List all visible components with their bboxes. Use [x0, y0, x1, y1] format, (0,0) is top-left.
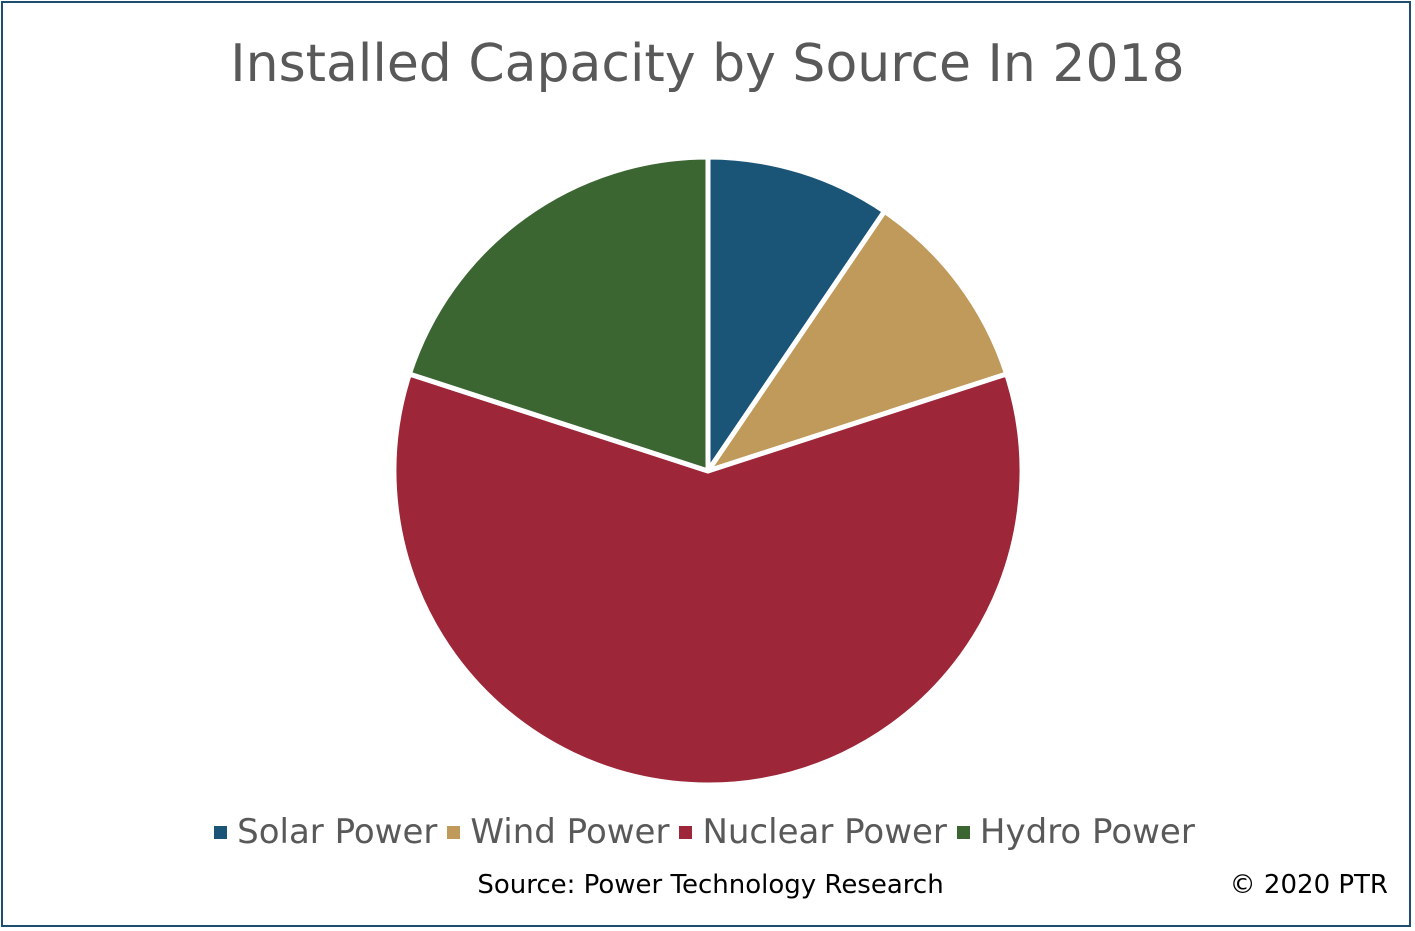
legend-item-wind-power: Wind Power	[445, 812, 669, 852]
legend-item-nuclear-power: Nuclear Power	[677, 812, 947, 852]
copyright-note: © 2020 PTR	[1229, 870, 1388, 900]
pie-slice-hydro-power	[406, 154, 711, 474]
legend-swatch-nuclear-power	[679, 825, 693, 839]
pie-slice-wind-power	[705, 208, 1010, 474]
legend-item-hydro-power: Hydro Power	[955, 812, 1195, 852]
legend-swatch-wind-power	[447, 825, 461, 839]
legend-item-solar-power: Solar Power	[212, 812, 437, 852]
legend-label-solar-power: Solar Power	[237, 812, 438, 852]
chart-legend: Solar Power Wind Power Nuclear Power Hydro …	[0, 812, 1415, 852]
legend-label-hydro-power: Hydro Power	[979, 812, 1195, 852]
pie-slice-solar-power	[705, 154, 887, 474]
pie-slice-nuclear-power	[391, 371, 1025, 788]
legend-label-nuclear-power: Nuclear Power	[702, 812, 947, 852]
source-note: Source: Power Technology Research	[477, 870, 944, 900]
legend-swatch-solar-power	[214, 825, 228, 839]
legend-swatch-hydro-power	[956, 825, 970, 839]
chart-title: Installed Capacity by Source In 2018	[230, 34, 1185, 94]
legend-label-wind-power: Wind Power	[470, 812, 670, 852]
